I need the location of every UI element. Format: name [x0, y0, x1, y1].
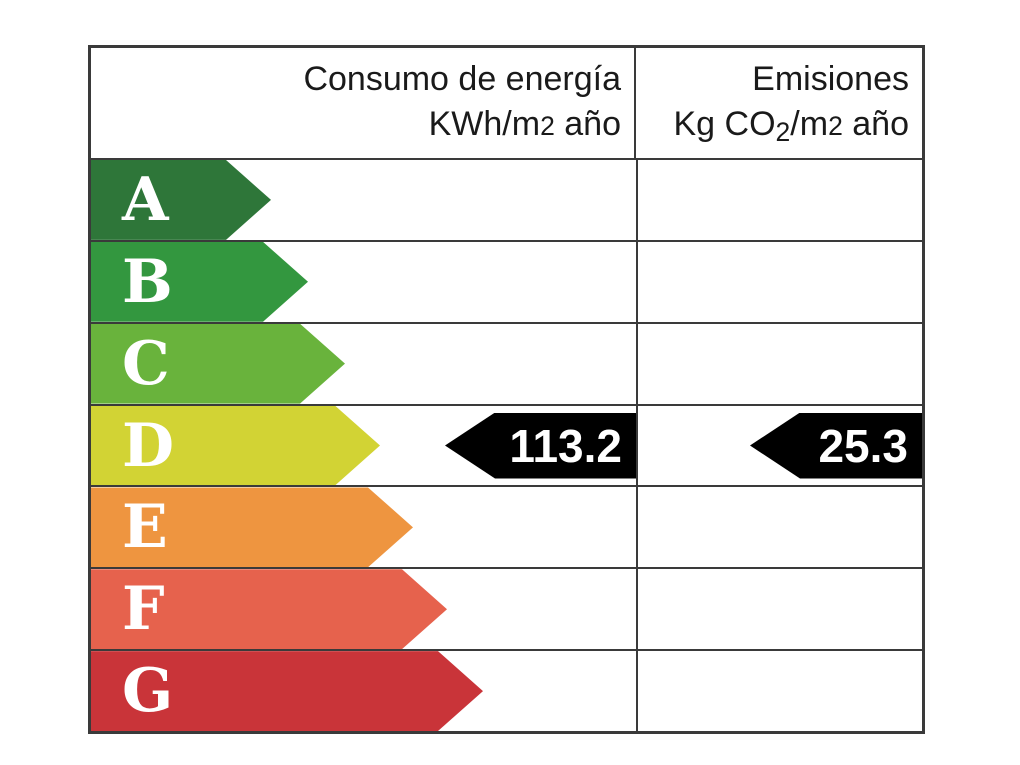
m2-exponent: 2	[540, 111, 555, 141]
rating-rows: A B C D 113.2 2	[91, 160, 922, 731]
rating-row-e: E	[91, 487, 922, 570]
emissions-header-line1: Emisiones	[752, 60, 909, 98]
rating-bar: B	[91, 242, 308, 322]
emissions-header-line2: Kg CO2/m2 año	[673, 105, 909, 147]
rating-letter: G	[122, 656, 174, 727]
consumption-header-line1: Consumo de energía	[303, 60, 621, 98]
rating-letter: F	[122, 574, 165, 645]
co2-subscript: 2	[775, 116, 791, 147]
rating-bar: F	[91, 569, 447, 649]
rating-bar: G	[91, 651, 483, 731]
rating-row-b: B	[91, 242, 922, 324]
rating-bar: C	[91, 324, 345, 404]
rating-row-a: A	[91, 160, 922, 242]
rating-table: Consumo de energía KWh/m2 año Emisiones …	[88, 45, 925, 734]
rating-bar: A	[91, 160, 271, 240]
rating-row-g: G	[91, 651, 922, 731]
consumption-value: 113.2	[509, 419, 622, 472]
rating-row-d: D 113.2 25.3	[91, 406, 922, 488]
rating-letter: A	[122, 164, 169, 235]
emissions-value: 25.3	[818, 419, 908, 472]
rating-letter: D	[122, 410, 175, 481]
table-header: Consumo de energía KWh/m2 año Emisiones …	[91, 48, 922, 160]
consumption-header-line2: KWh/m2 año	[428, 105, 621, 143]
rating-bar: D	[91, 406, 380, 486]
rating-letter: C	[122, 328, 170, 399]
rating-bar: E	[91, 487, 413, 567]
rating-row-f: F	[91, 569, 922, 652]
consumption-column-header: Consumo de energía KWh/m2 año	[91, 48, 636, 158]
rating-letter: E	[122, 492, 168, 563]
rating-letter: B	[122, 246, 173, 317]
rating-row-c: C	[91, 324, 922, 406]
emissions-value-arrow: 25.3	[750, 412, 922, 479]
consumption-value-arrow: 113.2	[445, 412, 636, 479]
column-divider	[636, 160, 638, 731]
m2-exponent: 2	[828, 111, 843, 141]
emissions-column-header: Emisiones Kg CO2/m2 año	[636, 48, 922, 158]
